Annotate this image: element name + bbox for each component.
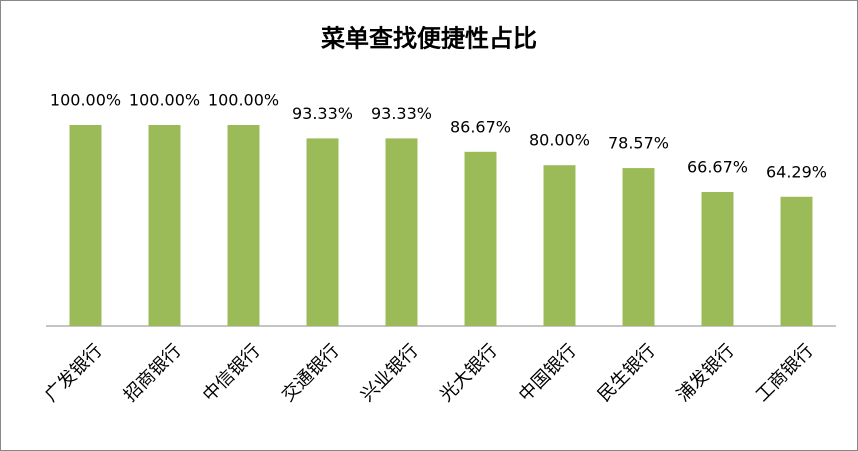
- chart-title: 菜单查找便捷性占比: [320, 24, 537, 53]
- bar: [227, 125, 260, 326]
- bar: [306, 138, 339, 326]
- data-label: 100.00%: [208, 91, 279, 110]
- data-label: 86.67%: [450, 117, 511, 136]
- data-label: 66.67%: [687, 157, 748, 176]
- bar: [701, 191, 734, 326]
- bar: [464, 151, 497, 326]
- bar: [622, 168, 655, 326]
- bar: [385, 138, 418, 326]
- data-label: 80.00%: [529, 131, 590, 150]
- data-label: 93.33%: [292, 104, 353, 123]
- bar: [148, 125, 181, 326]
- bar: [543, 165, 576, 326]
- data-label: 78.57%: [608, 134, 669, 153]
- data-label: 64.29%: [766, 162, 827, 181]
- bar: [69, 125, 102, 326]
- data-label: 100.00%: [129, 91, 200, 110]
- data-label: 93.33%: [371, 104, 432, 123]
- bar: [780, 196, 813, 326]
- data-label: 100.00%: [50, 91, 121, 110]
